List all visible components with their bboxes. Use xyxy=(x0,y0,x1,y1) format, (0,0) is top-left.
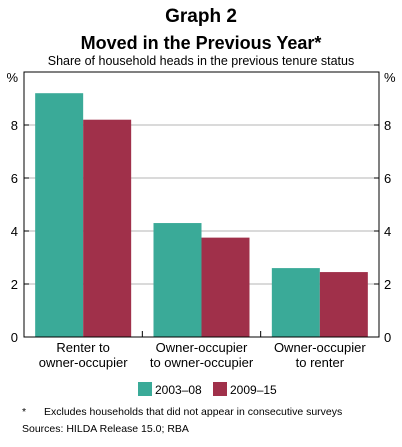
legend-label-1: 2003–08 xyxy=(155,383,202,397)
y-tick-label-right: 8 xyxy=(384,118,391,133)
source-note: Sources: HILDA Release 15.0; RBA xyxy=(22,423,189,435)
legend-swatch-2 xyxy=(213,382,227,396)
x-tick-label: owner-occupier xyxy=(39,355,129,370)
x-tick-label: Renter to xyxy=(56,340,109,355)
chart-title: Graph 2 xyxy=(165,6,237,27)
legend-label-2: 2009–15 xyxy=(230,383,277,397)
legend-swatch-1 xyxy=(138,382,152,396)
bar-1-1 xyxy=(35,93,84,337)
x-tick-label: to renter xyxy=(296,355,345,370)
bar-2-2 xyxy=(201,237,250,337)
y-tick-label-right: 2 xyxy=(384,277,391,292)
y-tick-label-right: 6 xyxy=(384,171,391,186)
y-unit-left: % xyxy=(6,70,18,85)
x-tick-label: Owner-occupier xyxy=(274,340,366,355)
plot-frame xyxy=(23,71,380,338)
y-unit-right: % xyxy=(384,70,396,85)
chart-subtitle: Moved in the Previous Year* xyxy=(80,33,322,53)
bar-1-2 xyxy=(153,223,202,337)
footnote-marker: * xyxy=(22,406,27,418)
x-tick-label: to owner-occupier xyxy=(150,355,254,370)
y-tick-label-right: 4 xyxy=(384,224,391,239)
y-tick-label-left: 6 xyxy=(11,171,18,186)
bar-2-1 xyxy=(83,119,132,337)
y-tick-label-right: 0 xyxy=(384,330,391,345)
bar-2-3 xyxy=(319,272,368,337)
footnote: * Excludes households that did not appear… xyxy=(22,406,342,419)
x-tick-label: Owner-occupier xyxy=(156,340,248,355)
footnote-text: Excludes households that did not appear … xyxy=(44,406,343,418)
chart-description: Share of household heads in the previous… xyxy=(47,54,355,68)
y-tick-label-left: 2 xyxy=(11,277,18,292)
y-tick-label-left: 8 xyxy=(11,118,18,133)
y-tick-label-left: 4 xyxy=(11,224,18,239)
bar-1-3 xyxy=(271,268,320,337)
y-tick-label-left: 0 xyxy=(11,330,18,345)
